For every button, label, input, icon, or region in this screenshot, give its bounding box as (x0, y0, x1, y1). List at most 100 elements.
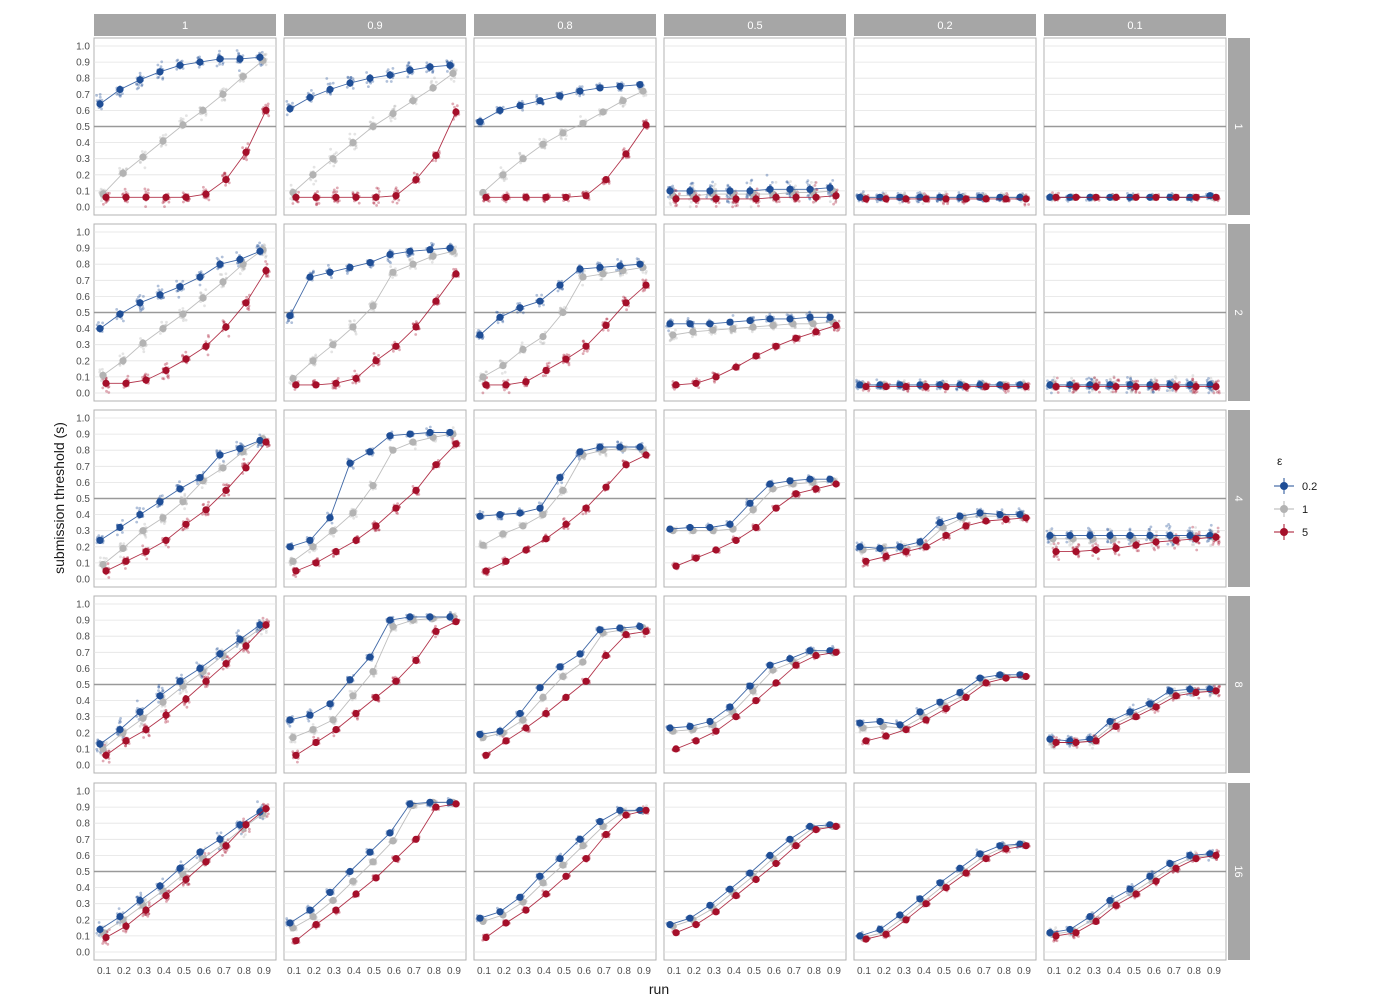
raw-point (542, 303, 545, 307)
mean-point-1 (749, 323, 757, 331)
mean-point-5 (672, 195, 680, 203)
raw-point (312, 270, 315, 274)
raw-point (580, 85, 584, 89)
mean-point-1 (519, 155, 527, 163)
mean-point-0.2 (786, 185, 794, 193)
mean-point-0.2 (636, 81, 644, 89)
raw-point (167, 200, 171, 204)
raw-point (765, 173, 769, 177)
raw-point (502, 179, 506, 183)
row-strip-label-4: 16 (1232, 865, 1244, 877)
raw-point (115, 317, 119, 321)
mean-point-5 (862, 195, 870, 203)
raw-point (181, 353, 185, 357)
mean-point-0.2 (596, 84, 604, 92)
col-strip-label-1: 0.9 (367, 20, 382, 32)
raw-point (777, 200, 781, 204)
raw-point (377, 354, 380, 357)
raw-point (146, 188, 150, 192)
raw-point (430, 260, 434, 264)
raw-point (139, 337, 142, 340)
raw-point (393, 117, 397, 120)
mean-point-5 (1132, 193, 1140, 201)
mean-point-5 (1052, 193, 1060, 201)
mean-point-5 (1112, 193, 1120, 201)
raw-point (731, 205, 734, 209)
raw-point (357, 201, 361, 205)
raw-point (223, 98, 227, 102)
raw-point (367, 85, 370, 88)
raw-point (259, 64, 263, 67)
raw-point (258, 241, 261, 245)
mean-point-1 (809, 320, 817, 328)
mean-point-5 (672, 381, 680, 389)
raw-point (606, 329, 610, 332)
mean-point-1 (599, 270, 607, 278)
raw-point (785, 313, 789, 317)
mean-point-5 (1022, 195, 1030, 203)
mean-point-5 (902, 195, 910, 203)
mean-point-5 (312, 381, 320, 389)
raw-point (224, 272, 228, 276)
raw-point (375, 204, 378, 207)
mean-point-5 (182, 355, 190, 363)
raw-point (713, 182, 717, 186)
mean-point-5 (452, 108, 460, 116)
raw-point (386, 259, 390, 262)
raw-point (771, 181, 774, 184)
raw-point (115, 92, 119, 96)
y-tick-label: 0.3 (76, 340, 90, 351)
mean-point-0.2 (496, 106, 504, 114)
mean-point-1 (579, 119, 587, 127)
raw-point (135, 87, 139, 91)
raw-point (241, 146, 245, 150)
raw-point (354, 332, 358, 336)
raw-point (520, 341, 524, 345)
row-strip-label-0: 1 (1232, 123, 1244, 129)
raw-point (175, 289, 179, 293)
row-strip-label-3: 8 (1232, 681, 1244, 687)
raw-point (625, 308, 628, 312)
mean-point-0.2 (826, 184, 834, 192)
mean-point-5 (1072, 193, 1080, 201)
raw-point (942, 202, 945, 206)
raw-point (198, 283, 202, 287)
mean-point-1 (539, 140, 547, 148)
raw-point (454, 245, 457, 249)
mean-point-5 (372, 357, 380, 365)
col-strip-4 (854, 14, 1036, 36)
mean-point-1 (409, 260, 417, 268)
raw-point (161, 76, 165, 80)
mean-point-5 (812, 328, 820, 336)
raw-point (160, 320, 164, 324)
mean-point-0.2 (386, 250, 394, 259)
raw-point (220, 255, 224, 259)
mean-point-5 (862, 383, 870, 391)
raw-point (789, 180, 792, 183)
mean-point-5 (562, 193, 570, 201)
y-tick-label: 0.9 (76, 58, 90, 69)
raw-point (238, 79, 242, 83)
mean-point-0.2 (496, 313, 504, 321)
raw-point (521, 108, 524, 112)
mean-point-5 (1212, 193, 1220, 201)
raw-point (674, 328, 677, 332)
mean-point-5 (262, 106, 270, 114)
mean-point-0.2 (476, 118, 484, 126)
mean-point-0.2 (786, 315, 794, 323)
mean-point-5 (1002, 195, 1010, 203)
mean-point-5 (982, 383, 990, 391)
raw-point (164, 143, 168, 147)
panel-r1-c2 (473, 223, 657, 402)
raw-point (506, 378, 510, 382)
raw-point (516, 311, 519, 314)
raw-point (1005, 192, 1009, 195)
raw-point (726, 184, 730, 188)
mean-point-0.2 (706, 187, 714, 195)
raw-point (245, 158, 249, 162)
raw-point (143, 166, 147, 170)
mean-point-0.2 (286, 105, 294, 113)
raw-point (287, 319, 291, 323)
raw-point (1023, 202, 1027, 206)
raw-point (142, 350, 146, 354)
